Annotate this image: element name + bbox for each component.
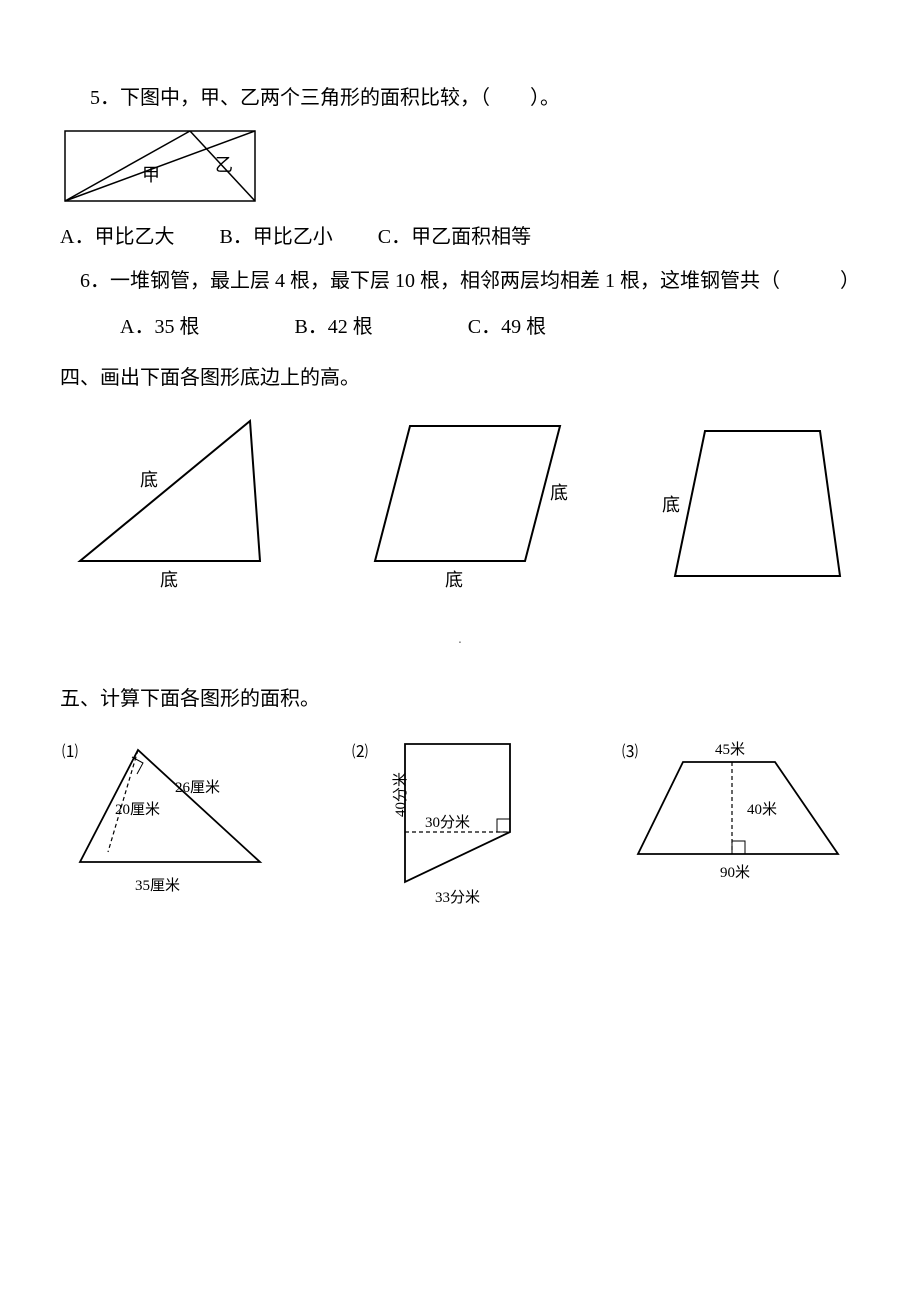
section4-figures: 底 底 底 底 底	[60, 411, 860, 601]
q5-options: A．甲比乙大 B．甲比乙小 C．甲乙面积相等	[60, 219, 860, 255]
s5-fig2-label-40: 40分米	[392, 772, 409, 817]
s5-fig3-num: ⑶	[622, 743, 638, 761]
s5-fig1-num: ⑴	[62, 743, 78, 761]
q6-number: 6．	[80, 270, 110, 292]
q5-number: 5．	[90, 87, 120, 109]
separator-dot: ·	[60, 631, 860, 656]
section5-title: 五、计算下面各图形的面积。	[60, 681, 860, 717]
q6-option-b: B．42 根	[294, 316, 372, 338]
s4-tri-label-side: 底	[140, 470, 158, 490]
s5-fig1-label-20: 20厘米	[115, 801, 160, 818]
q6-option-c: C．49 根	[468, 316, 546, 338]
s4-para-label-bottom: 底	[445, 570, 463, 590]
q5-label-jia: 甲	[142, 165, 160, 185]
s4-tri-label-bottom: 底	[160, 570, 178, 590]
s5-fig3: ⑶ 45米 40米 90米	[620, 732, 860, 902]
q5-option-b: B．甲比乙小	[219, 226, 332, 248]
s4-para-shape	[375, 426, 560, 561]
s4-triangle-shape	[80, 421, 260, 561]
q6-option-a: A．35 根	[120, 316, 199, 338]
s5-fig2-label-30: 30分米	[425, 814, 470, 831]
q6-text: 6．一堆钢管，最上层 4 根，最下层 10 根，相邻两层均相差 1 根，这堆钢管…	[60, 263, 860, 299]
q5-line1	[65, 131, 190, 201]
q6-options: A．35 根 B．42 根 C．49 根	[60, 309, 860, 345]
s5-fig3-trapezoid	[638, 762, 838, 854]
s5-fig1-label-26: 26厘米	[175, 779, 220, 796]
s5-fig3-label-90: 90米	[720, 864, 750, 881]
s5-fig3-sq	[732, 841, 745, 854]
s5-fig3-label-40: 40米	[747, 801, 777, 818]
s5-fig3-wrap: ⑶ 45米 40米 90米	[620, 732, 860, 902]
s4-triangle: 底 底	[60, 411, 280, 601]
s5-fig3-label-45: 45米	[715, 741, 745, 758]
s5-fig2-wrap: ⑵ 40分米 30分米 33分米	[350, 732, 550, 912]
q5-body: 下图中，甲、乙两个三角形的面积比较，（ ）。	[120, 87, 560, 109]
s4-trapezoid: 底	[660, 411, 860, 601]
section4-title: 四、画出下面各图形底边上的高。	[60, 360, 860, 396]
s4-trap-label-side: 底	[662, 495, 680, 515]
s5-fig2-label-33: 33分米	[435, 889, 480, 906]
q5-figure: 甲 乙	[60, 126, 270, 211]
s4-trap-shape	[675, 431, 840, 576]
s5-fig2-shape	[405, 744, 510, 882]
s5-fig1: ⑴ 26厘米 20厘米 35厘米	[60, 732, 280, 902]
s5-fig1-triangle	[80, 750, 260, 862]
q6-body: 一堆钢管，最上层 4 根，最下层 10 根，相邻两层均相差 1 根，这堆钢管共（…	[110, 270, 860, 292]
s5-fig1-label-35: 35厘米	[135, 877, 180, 894]
s5-fig2-sq	[497, 819, 510, 832]
q5-label-yi: 乙	[215, 155, 233, 175]
q5-text: 5．下图中，甲、乙两个三角形的面积比较，（ ）。	[60, 80, 860, 116]
s5-fig1-wrap: ⑴ 26厘米 20厘米 35厘米	[60, 732, 280, 902]
s4-para-label-side: 底	[550, 483, 568, 503]
s5-fig2: ⑵ 40分米 30分米 33分米	[350, 732, 550, 912]
q5-option-c: C．甲乙面积相等	[378, 226, 531, 248]
s5-fig2-num: ⑵	[352, 743, 368, 761]
q5-option-a: A．甲比乙大	[60, 226, 174, 248]
s4-parallelogram: 底 底	[360, 411, 580, 601]
section5-figures: ⑴ 26厘米 20厘米 35厘米 ⑵ 40分米 30分米 33分米 ⑶ 45米	[60, 732, 860, 912]
